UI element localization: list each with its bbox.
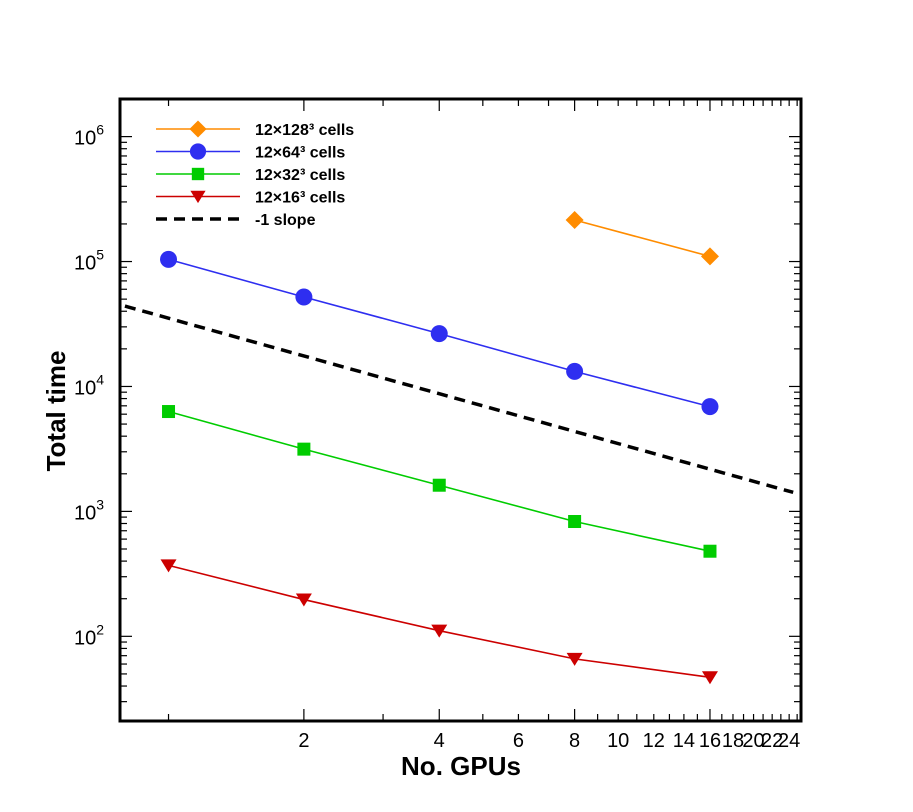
triangle-marker <box>190 190 206 204</box>
legend-item: 12×32³ cells <box>156 167 345 184</box>
series-4 <box>124 304 794 495</box>
x-tick-label: 12 <box>643 730 665 752</box>
y-tick-label: 103 <box>74 496 104 524</box>
series-layer <box>124 211 794 685</box>
legend-item: 12×16³ cells <box>156 190 345 207</box>
legend-label: 12×128³ cells <box>255 122 354 139</box>
diamond-marker <box>565 211 584 230</box>
circle-marker <box>566 362 584 380</box>
triangle-marker <box>431 624 448 638</box>
x-tick-label: 24 <box>778 730 800 752</box>
x-tick-label: 6 <box>513 730 524 752</box>
y-tick-exponent: 2 <box>96 621 104 637</box>
tick-marks <box>120 99 801 721</box>
legend-label: -1 slope <box>255 212 316 229</box>
triangle-marker <box>160 559 177 573</box>
x-tick-label: 20 <box>742 730 764 752</box>
circle-marker <box>430 325 448 343</box>
legend-label: 12×16³ cells <box>255 190 345 207</box>
square-marker <box>568 515 582 529</box>
legend-item: -1 slope <box>156 212 316 229</box>
x-tick-label: 2 <box>298 730 309 752</box>
slope-line <box>124 304 794 495</box>
series-3 <box>160 559 718 685</box>
x-axis-title: No. GPUs <box>401 751 521 781</box>
x-tick-label: 14 <box>673 730 695 752</box>
series-2 <box>162 405 717 558</box>
legend-item: 12×128³ cells <box>156 120 354 139</box>
triangle-marker <box>701 671 718 685</box>
y-tick-exponent: 6 <box>96 122 104 138</box>
x-tick-label: 22 <box>761 730 783 752</box>
series-line <box>574 219 711 258</box>
y-tick-base: 10 <box>74 502 96 524</box>
y-tick-label: 106 <box>74 122 104 150</box>
series-line <box>168 564 711 679</box>
legend-label: 12×32³ cells <box>255 167 345 184</box>
y-tick-label: 102 <box>74 621 104 649</box>
y-tick-label: 104 <box>74 371 104 399</box>
legend-label: 12×64³ cells <box>255 145 345 162</box>
x-tick-label: 8 <box>569 730 580 752</box>
y-tick-exponent: 3 <box>96 496 104 512</box>
x-tick-label: 16 <box>699 730 721 752</box>
triangle-marker <box>295 593 312 607</box>
x-tick-label: 4 <box>434 730 445 752</box>
y-tick-exponent: 5 <box>96 247 104 263</box>
y-tick-base: 10 <box>74 377 96 399</box>
series-0 <box>565 211 719 266</box>
y-tick-label: 105 <box>74 247 104 275</box>
y-tick-base: 10 <box>74 128 96 150</box>
triangle-marker <box>566 652 583 666</box>
diamond-marker <box>700 247 719 266</box>
y-tick-base: 10 <box>74 253 96 275</box>
square-marker <box>297 442 311 456</box>
circle-marker <box>295 288 313 306</box>
circle-marker <box>701 398 719 416</box>
y-axis-title: Total time <box>41 351 71 472</box>
square-marker <box>432 478 446 492</box>
square-marker <box>162 405 176 419</box>
diamond-marker <box>189 120 207 138</box>
square-marker <box>703 544 717 558</box>
y-tick-exponent: 4 <box>96 371 104 387</box>
legend-item: 12×64³ cells <box>156 143 345 162</box>
circle-marker <box>189 143 207 160</box>
series-1 <box>160 250 719 416</box>
plot-frame <box>118 97 803 723</box>
x-tick-label: 18 <box>722 730 744 752</box>
legend: 12×128³ cells 12×64³ cells 12×32³ cells 12×… <box>156 120 354 229</box>
circle-marker <box>160 250 178 268</box>
square-marker <box>191 167 205 181</box>
y-tick-base: 10 <box>74 627 96 649</box>
x-tick-label: 10 <box>607 730 629 752</box>
